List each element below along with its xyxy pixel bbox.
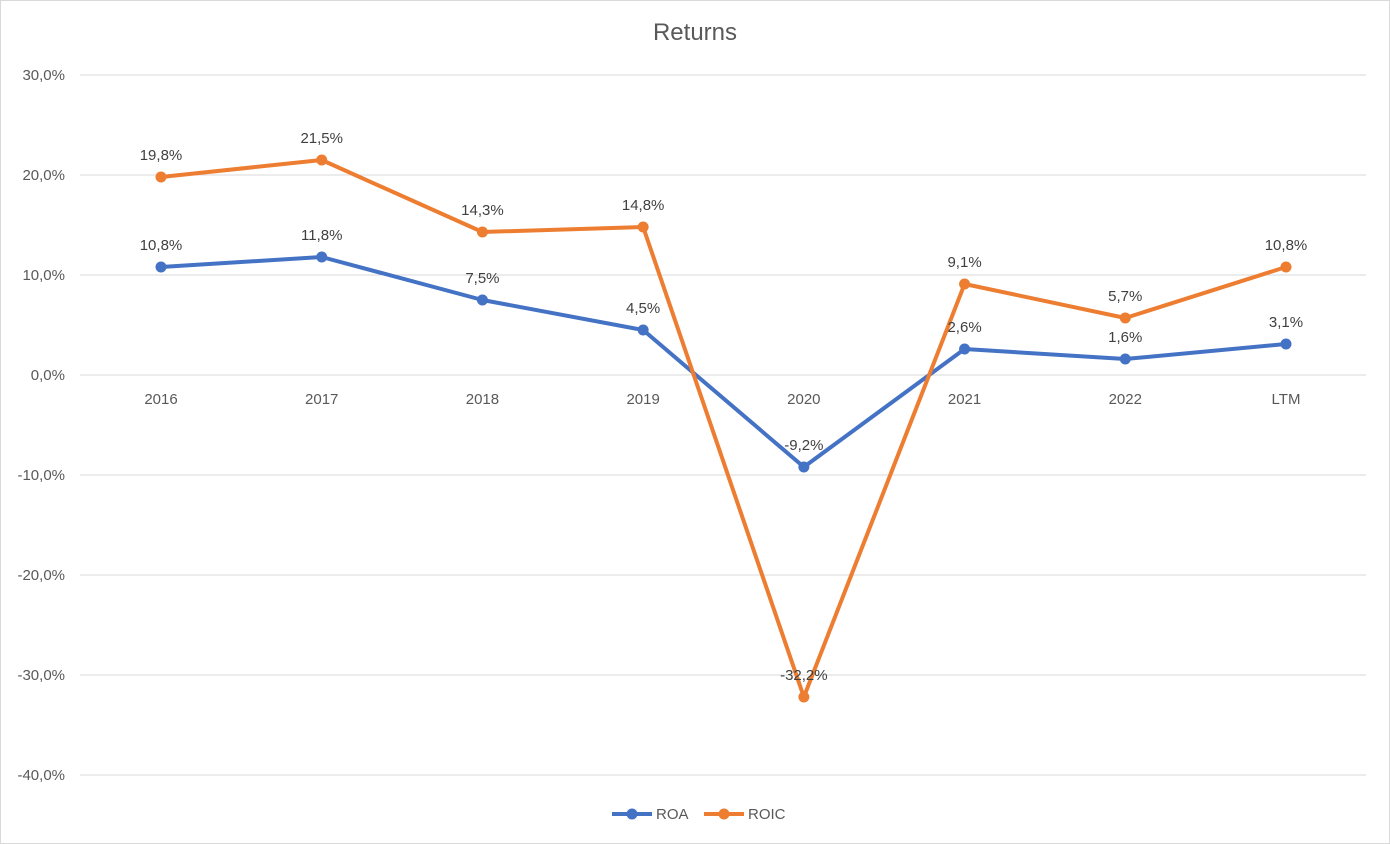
data-point-roic <box>798 691 810 703</box>
data-point-roic <box>155 171 167 183</box>
y-tick-label: 20,0% <box>22 167 65 184</box>
data-label-roa: 4,5% <box>626 300 660 317</box>
data-point-roa <box>1280 338 1292 350</box>
data-label-roic: 10,8% <box>1265 237 1308 254</box>
x-tick-label: 2020 <box>787 391 820 408</box>
x-tick-label: 2018 <box>466 391 499 408</box>
data-point-roic <box>476 226 488 238</box>
data-label-roic: 5,7% <box>1108 288 1142 305</box>
data-point-roic <box>1280 261 1292 273</box>
data-point-roa <box>316 251 328 263</box>
legend-label-roic: ROIC <box>748 806 786 823</box>
data-label-roic: -32,2% <box>780 667 828 684</box>
data-label-roa: 10,8% <box>140 237 183 254</box>
data-labels: 10,8% 11,8% 7,5% 4,5% -9,2% 2,6% 1,6% 3,1% 19,8%… <box>140 130 1308 684</box>
data-label-roic: 14,8% <box>622 197 665 214</box>
legend-label-roa: ROA <box>656 806 689 823</box>
chart-title: Returns <box>652 19 738 46</box>
series-line-roic <box>159 158 1288 699</box>
data-point-roa <box>959 343 971 355</box>
data-label-roic: 9,1% <box>947 254 981 271</box>
data-point-roa <box>1119 353 1131 365</box>
legend: ROA ROIC <box>612 806 786 823</box>
data-label-roic: 19,8% <box>140 147 183 164</box>
data-label-roa: 2,6% <box>947 319 981 336</box>
x-tick-label: 2016 <box>144 391 177 408</box>
data-label-roic: 14,3% <box>461 202 504 219</box>
data-point-roic <box>316 154 328 166</box>
legend-marker-roa <box>626 808 638 820</box>
data-point-roic <box>1119 312 1131 324</box>
y-tick-label: 10,0% <box>22 267 65 284</box>
series-layer <box>155 154 1292 703</box>
y-tick-label: -30,0% <box>17 667 65 684</box>
x-tick-label: 2017 <box>305 391 338 408</box>
data-point-roa <box>476 294 488 306</box>
data-label-roa: 11,8% <box>301 227 342 244</box>
y-axis-ticks: 30,0% 20,0% 10,0% 0,0% -10,0% -20,0% -30,0% -40… <box>17 67 65 784</box>
x-tick-label: LTM <box>1272 391 1301 408</box>
y-tick-label: -20,0% <box>17 567 65 584</box>
y-tick-label: -40,0% <box>17 767 65 784</box>
x-tick-label: 2021 <box>948 391 981 408</box>
data-label-roa: -9,2% <box>784 437 823 454</box>
series-line-roa <box>159 255 1288 469</box>
x-axis-ticks: 2016 2017 2018 2019 2020 2021 2022 LTM <box>144 391 1300 408</box>
y-tick-label: 0,0% <box>31 367 65 384</box>
y-tick-label: 30,0% <box>22 67 65 84</box>
data-point-roa <box>798 461 810 473</box>
data-label-roic: 21,5% <box>300 130 343 147</box>
data-label-roa: 3,1% <box>1269 314 1303 331</box>
data-label-roa: 7,5% <box>465 270 499 287</box>
x-tick-label: 2019 <box>626 391 659 408</box>
x-tick-label: 2022 <box>1109 391 1142 408</box>
y-tick-label: -10,0% <box>17 467 65 484</box>
legend-marker-roic <box>718 808 730 820</box>
data-point-roa <box>637 324 649 336</box>
data-point-roic <box>959 278 971 290</box>
data-point-roic <box>637 221 649 233</box>
gridlines <box>80 74 1366 776</box>
data-point-roa <box>155 261 167 273</box>
data-label-roa: 1,6% <box>1108 329 1142 346</box>
